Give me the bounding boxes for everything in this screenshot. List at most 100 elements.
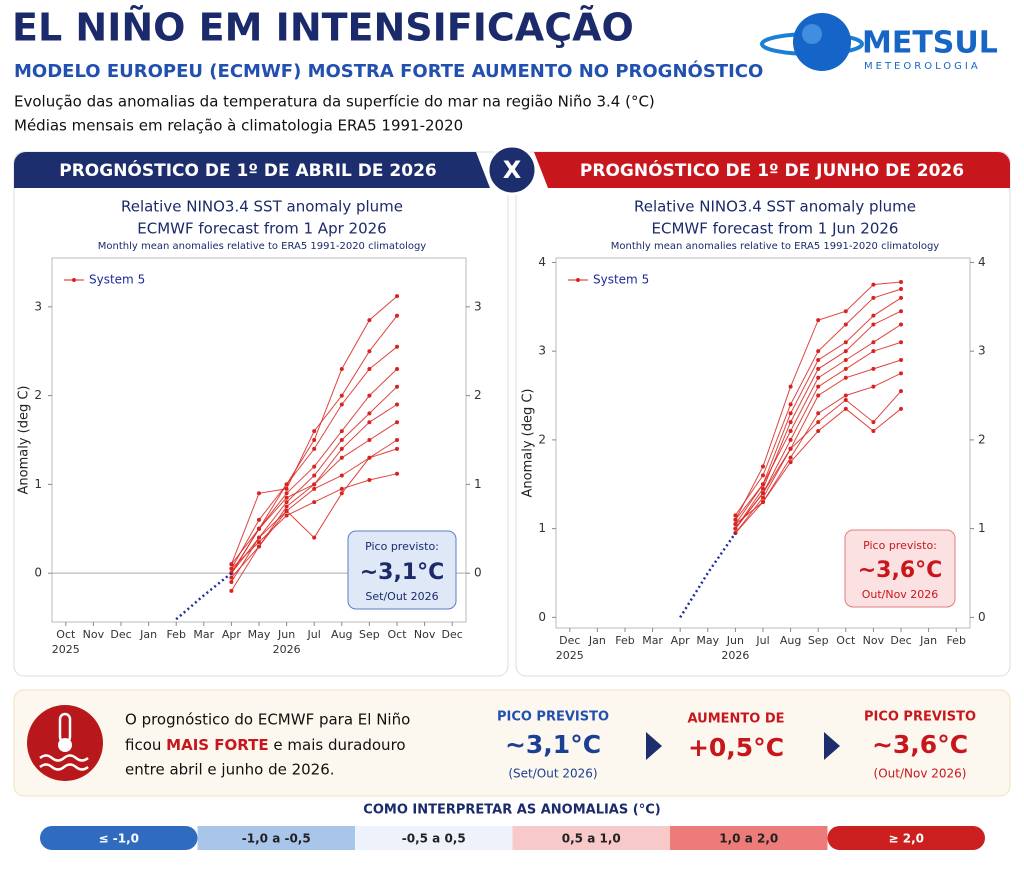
y-tick-label: 4 xyxy=(538,255,546,269)
summary-box xyxy=(13,689,1011,797)
member-point xyxy=(284,486,289,491)
member-point xyxy=(871,295,876,300)
member-point xyxy=(733,526,738,531)
member-point xyxy=(816,384,821,389)
arrow xyxy=(646,732,662,760)
member-point xyxy=(257,535,261,540)
member-point xyxy=(229,562,234,567)
chart-title: Relative NINO3.4 SST anomaly plume xyxy=(121,198,403,216)
x-tick-label: Mar xyxy=(642,634,663,647)
member-point xyxy=(312,473,317,478)
member-point xyxy=(257,491,261,496)
x-tick-label: Apr xyxy=(222,628,242,641)
scale-bin-label: -1,0 a -0,5 xyxy=(242,832,311,846)
stat-period: (Out/Nov 2026) xyxy=(874,767,967,781)
member-point xyxy=(899,406,903,411)
description: Evolução das anomalias da temperatura da… xyxy=(14,93,655,111)
member-point xyxy=(871,313,876,318)
member-point xyxy=(843,375,848,380)
member-point xyxy=(899,287,903,292)
member-point xyxy=(843,366,848,371)
member-point xyxy=(843,358,848,363)
member-point xyxy=(733,522,738,527)
chart-title: ECMWF forecast from 1 Apr 2026 xyxy=(137,220,386,238)
member-point xyxy=(229,580,234,585)
x-year-label: 2025 xyxy=(52,643,80,656)
peak-period: Out/Nov 2026 xyxy=(862,588,939,601)
member-point xyxy=(899,358,903,363)
y2-tick-label: 2 xyxy=(978,432,986,446)
x-tick-label: Aug xyxy=(331,628,352,641)
y-axis-label: Anomaly (deg C) xyxy=(521,388,536,497)
logo-name: METSUL xyxy=(862,26,998,61)
member-point xyxy=(843,322,848,327)
x-tick-label: Nov xyxy=(863,634,885,647)
y-axis-label: Anomaly (deg C) xyxy=(17,385,32,494)
y2-tick-label: 2 xyxy=(474,388,482,402)
member-point xyxy=(312,446,317,451)
member-point xyxy=(312,535,317,540)
observed-line xyxy=(175,572,233,621)
member-point xyxy=(257,517,261,522)
versus: X xyxy=(503,156,522,184)
stat-label: AUMENTO DE xyxy=(687,712,784,727)
stat-value: +0,5°C xyxy=(688,733,784,762)
x-tick-label: Jan xyxy=(588,634,606,647)
panel-heading: PROGNÓSTICO DE 1º DE JUNHO DE 2026 xyxy=(580,159,964,181)
scale-bin-label: ≤ -1,0 xyxy=(99,832,139,846)
scale-bin xyxy=(40,826,198,850)
x-tick-label: Feb xyxy=(166,628,185,641)
thermometer-icon xyxy=(27,705,103,781)
x-tick-label: Jul xyxy=(307,628,321,641)
member-point xyxy=(761,491,765,496)
member-point xyxy=(395,420,399,425)
member-point xyxy=(229,566,234,571)
member-point xyxy=(339,446,344,451)
summary-text-part: ficou xyxy=(125,736,166,754)
versus-badge xyxy=(486,144,538,196)
member-point xyxy=(733,531,738,536)
member-point xyxy=(339,455,344,460)
member-point xyxy=(257,544,261,549)
x-tick-label: Dec xyxy=(890,634,911,647)
member-point xyxy=(788,411,793,416)
stat-label: PICO PREVISTO xyxy=(864,710,976,725)
y-tick-label: 0 xyxy=(34,566,42,580)
member-point xyxy=(284,495,289,500)
member-point xyxy=(312,464,317,469)
member-point xyxy=(284,482,289,487)
peak-label: Pico previsto: xyxy=(365,540,439,553)
summary-text: O prognóstico do ECMWF para El Niño xyxy=(125,711,410,729)
y2-tick-label: 3 xyxy=(978,344,986,358)
member-point xyxy=(871,349,876,354)
member-point xyxy=(871,384,876,389)
y-tick-label: 1 xyxy=(538,521,546,535)
peak-box xyxy=(844,529,956,608)
member-point xyxy=(816,349,821,354)
member-point xyxy=(899,295,903,300)
x-tick-label: Sep xyxy=(359,628,380,641)
subtitle: MODELO EUROPEU (ECMWF) MOSTRA FORTE AUME… xyxy=(14,60,763,82)
x-tick-label: Oct xyxy=(387,628,407,641)
logo-tagline: METEOROLOGIA xyxy=(864,61,981,72)
member-point xyxy=(733,517,738,522)
stat-label: PICO PREVISTO xyxy=(497,710,609,725)
scale-bin xyxy=(355,826,513,850)
member-point xyxy=(229,588,234,593)
scale: ≤ -1,0 -1,0 a -0,5 -0,5 a 0,5 0,5 a 1,0 1,0 … xyxy=(40,826,985,850)
x-tick-label: Dec xyxy=(559,634,580,647)
scale-bin xyxy=(512,826,670,850)
x-tick-label: Nov xyxy=(414,628,436,641)
member-point xyxy=(367,411,372,416)
member-point xyxy=(367,366,372,371)
peak-label: Pico previsto: xyxy=(863,539,937,552)
y2-tick-label: 4 xyxy=(978,255,986,269)
member-point xyxy=(816,411,821,416)
x-tick-label: Mar xyxy=(193,628,214,641)
member-point xyxy=(761,464,765,469)
member-point xyxy=(367,420,372,425)
summary-text: entre abril e junho de 2026. xyxy=(125,761,335,779)
member-point xyxy=(788,420,793,425)
